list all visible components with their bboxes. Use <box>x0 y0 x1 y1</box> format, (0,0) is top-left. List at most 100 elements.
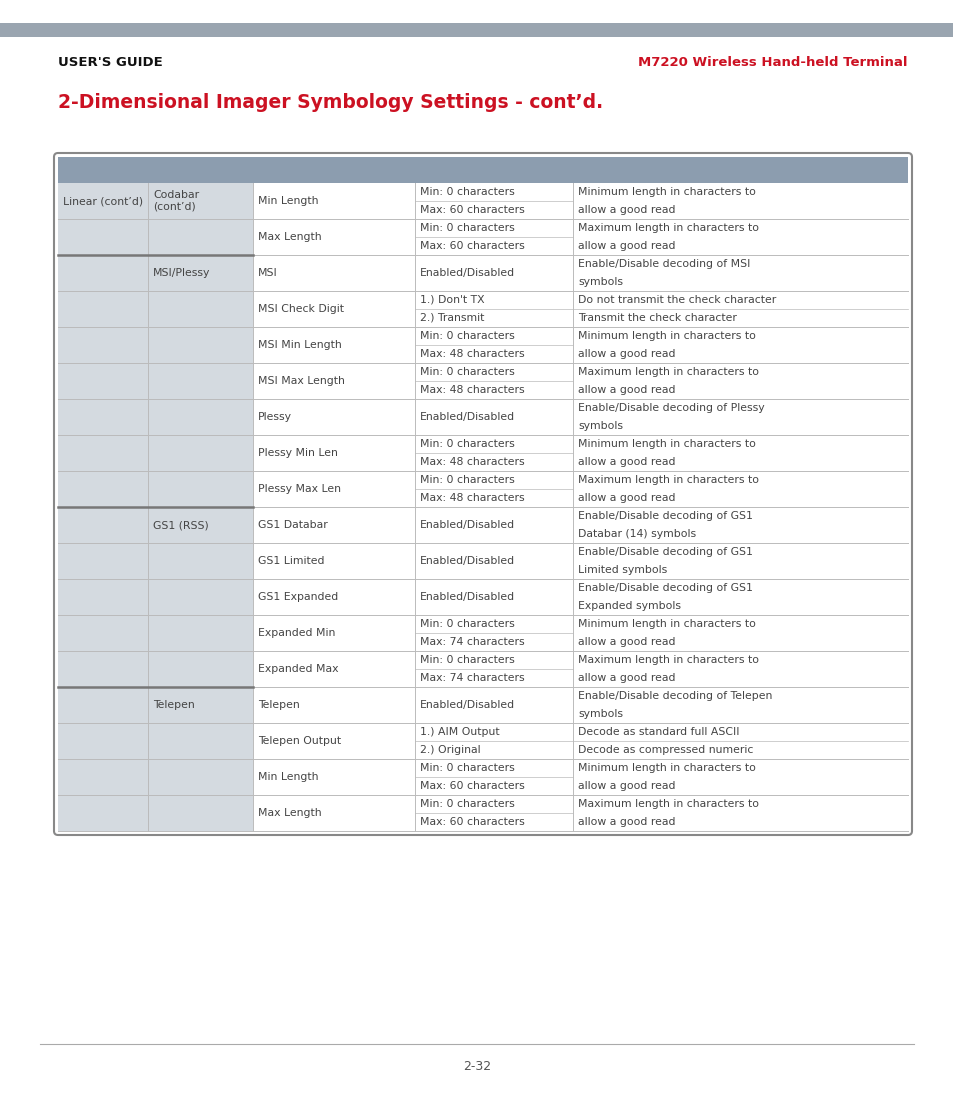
Text: allow a good read: allow a good read <box>578 673 675 683</box>
Text: Max Length: Max Length <box>257 232 321 242</box>
Text: MSI Min Length: MSI Min Length <box>257 340 341 350</box>
Text: Limited symbols: Limited symbols <box>578 565 666 575</box>
Text: Databar (14) symbols: Databar (14) symbols <box>578 529 696 539</box>
Text: Enabled/Disabled: Enabled/Disabled <box>419 556 515 566</box>
Text: Linear (cont’d): Linear (cont’d) <box>63 196 143 206</box>
Text: Plessy Min Len: Plessy Min Len <box>257 448 337 458</box>
Text: Type: Type <box>63 165 89 175</box>
Text: 2.) Original: 2.) Original <box>419 745 480 755</box>
Text: Telepen Output: Telepen Output <box>257 736 341 746</box>
Text: Expanded symbols: Expanded symbols <box>578 600 680 610</box>
Text: 1.) AIM Output: 1.) AIM Output <box>419 727 499 737</box>
Text: Min: 0 characters: Min: 0 characters <box>419 439 515 449</box>
Text: Min: 0 characters: Min: 0 characters <box>419 655 515 665</box>
Text: Plessy Max Len: Plessy Max Len <box>257 484 340 494</box>
Text: GS1 Databar: GS1 Databar <box>257 520 328 530</box>
Text: Max: 48 characters: Max: 48 characters <box>419 493 524 503</box>
Text: Maximum length in characters to: Maximum length in characters to <box>578 224 759 234</box>
Text: Min: 0 characters: Min: 0 characters <box>419 800 515 810</box>
Text: Enabled/Disabled: Enabled/Disabled <box>419 520 515 530</box>
Text: Enable/Disable decoding of Plessy: Enable/Disable decoding of Plessy <box>578 403 763 413</box>
Text: Maximum length in characters to: Maximum length in characters to <box>578 367 759 377</box>
Text: Enable/Disable decoding of GS1: Enable/Disable decoding of GS1 <box>578 547 752 557</box>
Text: Minimum length in characters to: Minimum length in characters to <box>578 331 755 341</box>
Text: Minimum length in characters to: Minimum length in characters to <box>578 187 755 197</box>
Bar <box>58 183 253 831</box>
Text: Enable/Disable decoding of Telepen: Enable/Disable decoding of Telepen <box>578 691 772 701</box>
Text: Transmit the check character: Transmit the check character <box>578 312 736 322</box>
Text: Expanded Max: Expanded Max <box>257 664 338 674</box>
Text: Min: 0 characters: Min: 0 characters <box>419 331 515 341</box>
Text: allow a good read: allow a good read <box>578 385 675 395</box>
Text: Enabled/Disabled: Enabled/Disabled <box>419 699 515 709</box>
Text: 1.) Don't TX: 1.) Don't TX <box>419 295 484 305</box>
Text: 2-32: 2-32 <box>462 1061 491 1073</box>
Text: 2-Dimensional Imager Symbology Settings - cont’d.: 2-Dimensional Imager Symbology Settings … <box>58 92 602 111</box>
Text: USER'S GUIDE: USER'S GUIDE <box>58 56 163 69</box>
Text: allow a good read: allow a good read <box>578 781 675 791</box>
Text: Minimum length in characters to: Minimum length in characters to <box>578 619 755 629</box>
Text: Maximum length in characters to: Maximum length in characters to <box>578 475 759 485</box>
Text: Max: 48 characters: Max: 48 characters <box>419 349 524 359</box>
Text: Max: 60 characters: Max: 60 characters <box>419 781 524 791</box>
Text: GS1 Expanded: GS1 Expanded <box>257 592 338 602</box>
Text: Min: 0 characters: Min: 0 characters <box>419 367 515 377</box>
Bar <box>58 157 907 183</box>
Text: Min: 0 characters: Min: 0 characters <box>419 475 515 485</box>
Text: Min Length: Min Length <box>257 772 318 782</box>
Text: Option Description: Option Description <box>578 165 684 175</box>
Text: Min Length: Min Length <box>257 196 318 206</box>
Text: 2.) Transmit: 2.) Transmit <box>419 312 484 322</box>
Text: Expanded Min: Expanded Min <box>257 628 335 638</box>
Text: Max: 74 characters: Max: 74 characters <box>419 673 524 683</box>
Text: symbols: symbols <box>578 421 622 431</box>
Text: Max: 60 characters: Max: 60 characters <box>419 205 524 215</box>
Text: allow a good read: allow a good read <box>578 241 675 251</box>
Text: Min: 0 characters: Min: 0 characters <box>419 619 515 629</box>
Text: Decode as compressed numeric: Decode as compressed numeric <box>578 745 753 755</box>
Bar <box>0 23 953 37</box>
Text: Max: 48 characters: Max: 48 characters <box>419 457 524 467</box>
Text: symbols: symbols <box>578 277 622 287</box>
Text: Plessy: Plessy <box>257 413 292 421</box>
Text: Available Options: Available Options <box>419 165 518 175</box>
Text: Max: 74 characters: Max: 74 characters <box>419 637 524 647</box>
Text: Codabar
(cont’d): Codabar (cont’d) <box>152 190 199 211</box>
Text: allow a good read: allow a good read <box>578 457 675 467</box>
Text: Do not transmit the check character: Do not transmit the check character <box>578 295 776 305</box>
Text: Minimum length in characters to: Minimum length in characters to <box>578 763 755 773</box>
Text: GS1 (RSS): GS1 (RSS) <box>152 520 209 530</box>
Text: Max: 48 characters: Max: 48 characters <box>419 385 524 395</box>
Text: Telepen: Telepen <box>257 699 299 709</box>
Text: Min: 0 characters: Min: 0 characters <box>419 187 515 197</box>
Text: MSI Check Digit: MSI Check Digit <box>257 304 344 314</box>
Text: Decode as standard full ASCII: Decode as standard full ASCII <box>578 727 739 737</box>
Text: M7220 Wireless Hand-held Terminal: M7220 Wireless Hand-held Terminal <box>638 56 907 69</box>
Text: Min: 0 characters: Min: 0 characters <box>419 224 515 234</box>
Text: Enable/Disable decoding of GS1: Enable/Disable decoding of GS1 <box>578 512 752 522</box>
Text: Max: 60 characters: Max: 60 characters <box>419 241 524 251</box>
Text: Max Length: Max Length <box>257 808 321 818</box>
Text: allow a good read: allow a good read <box>578 637 675 647</box>
Text: symbols: symbols <box>578 709 622 719</box>
Bar <box>253 183 907 831</box>
Text: MSI: MSI <box>257 268 277 278</box>
Text: allow a good read: allow a good read <box>578 349 675 359</box>
Text: MSI Max Length: MSI Max Length <box>257 376 345 386</box>
Text: allow a good read: allow a good read <box>578 493 675 503</box>
Text: allow a good read: allow a good read <box>578 817 675 827</box>
Text: Enabled/Disabled: Enabled/Disabled <box>419 413 515 421</box>
Text: Enable/Disable decoding of MSI: Enable/Disable decoding of MSI <box>578 259 750 269</box>
Text: Maximum length in characters to: Maximum length in characters to <box>578 655 759 665</box>
Text: Minimum length in characters to: Minimum length in characters to <box>578 439 755 449</box>
Text: Maximum length in characters to: Maximum length in characters to <box>578 800 759 810</box>
Text: Symbology: Symbology <box>152 165 216 175</box>
Text: Telepen: Telepen <box>152 699 194 709</box>
Text: Enabled/Disabled: Enabled/Disabled <box>419 268 515 278</box>
Text: allow a good read: allow a good read <box>578 205 675 215</box>
Text: MSI/Plessy: MSI/Plessy <box>152 268 211 278</box>
Text: GS1 Limited: GS1 Limited <box>257 556 324 566</box>
Text: Enable/Disable decoding of GS1: Enable/Disable decoding of GS1 <box>578 583 752 593</box>
Text: Enabled/Disabled: Enabled/Disabled <box>419 592 515 602</box>
Text: Min: 0 characters: Min: 0 characters <box>419 763 515 773</box>
